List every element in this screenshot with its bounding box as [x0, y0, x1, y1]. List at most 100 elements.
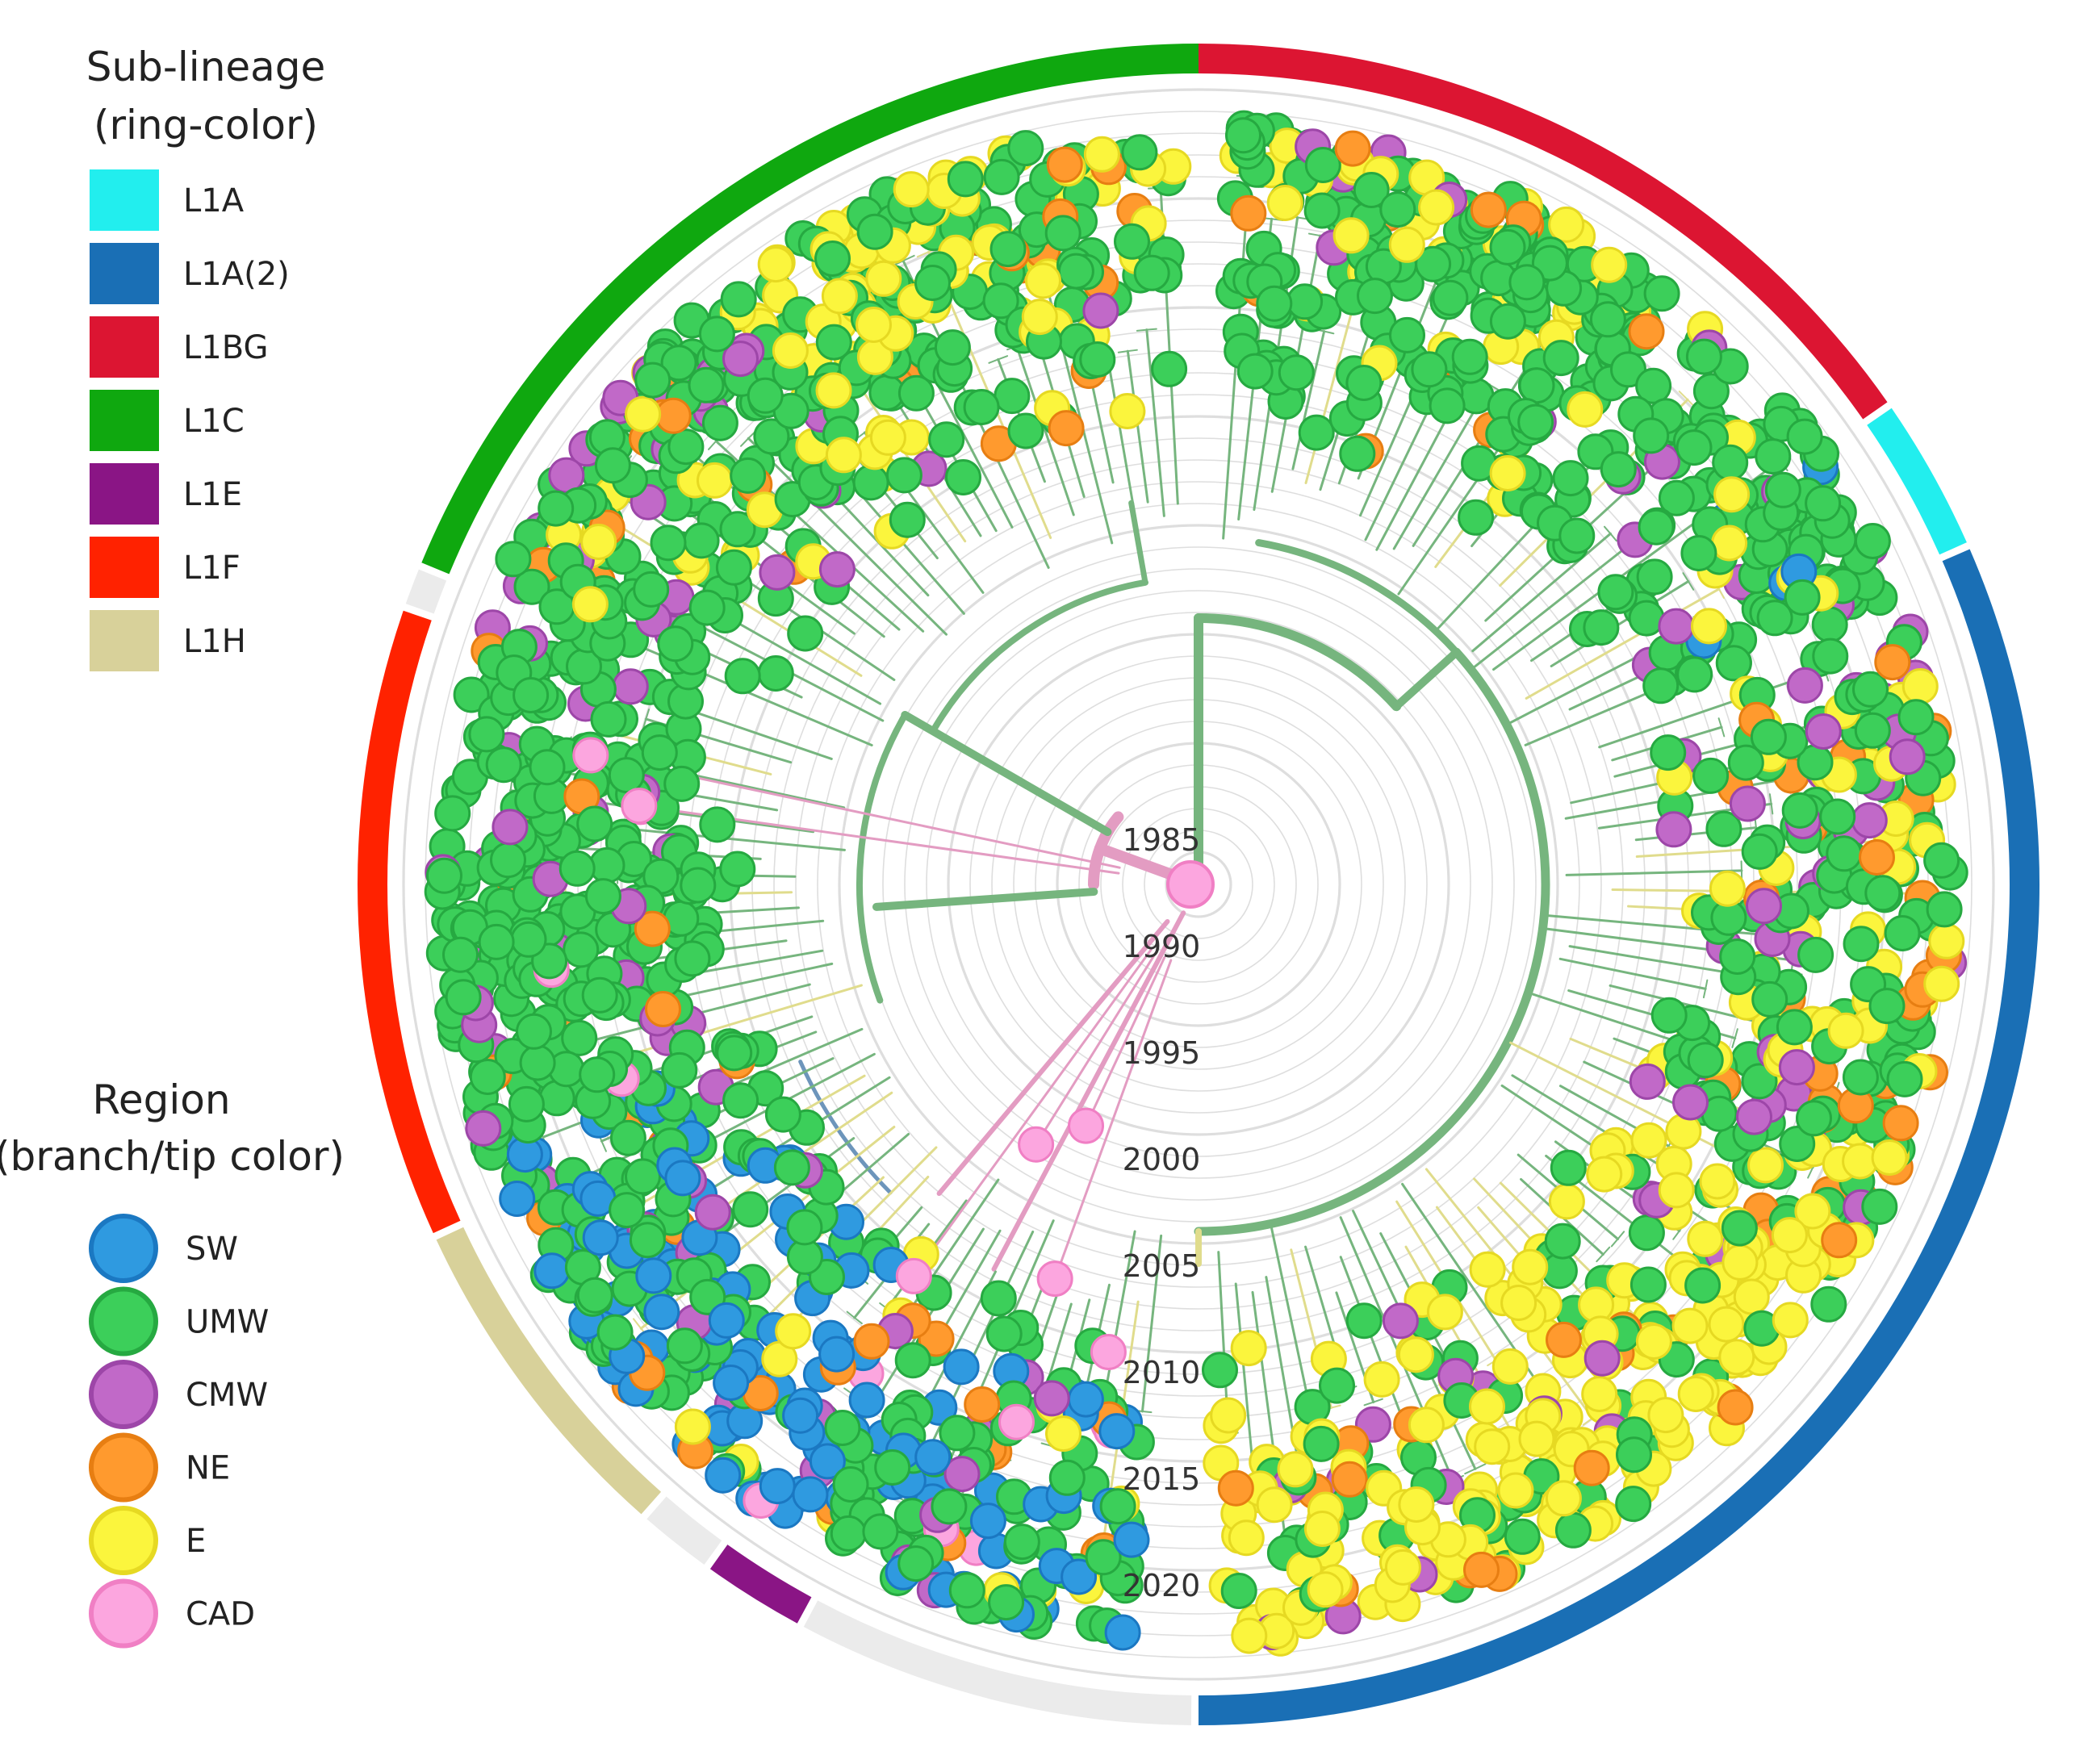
tree-tips: [424, 110, 1968, 1657]
tip-node-umw: [1225, 117, 1261, 154]
tip-node-e: [1658, 1172, 1695, 1209]
tip-node-umw: [730, 457, 767, 494]
lineage-ring-segment: [1199, 44, 1888, 420]
sublineage-swatch: [90, 169, 159, 231]
tip-node-umw: [1057, 253, 1094, 290]
tip-node-e: [1408, 1407, 1445, 1444]
backbone-arc: [1194, 613, 1402, 712]
tip-node-umw: [1415, 245, 1452, 282]
tip-node-cad: [1036, 1260, 1073, 1298]
region-swatch: [89, 1506, 158, 1575]
tip-node-umw: [885, 457, 922, 494]
tip-node-e: [775, 1313, 812, 1350]
tip-node-umw: [1007, 130, 1044, 167]
region-legend-item: SW: [89, 1214, 238, 1283]
sublineage-label: L1E: [183, 476, 242, 513]
tip-node-umw: [1628, 1214, 1665, 1252]
tip-node-e: [1489, 455, 1526, 491]
tip-node-umw: [641, 734, 678, 771]
tip-node-umw: [724, 658, 761, 695]
time-grid-ring: [402, 88, 1995, 1681]
tip-node-umw: [874, 1449, 911, 1486]
branch-arc: [1717, 717, 1726, 738]
tip-node-e: [1671, 1307, 1709, 1344]
tip-node-umw: [699, 806, 736, 843]
tip-node-sw: [914, 1439, 952, 1476]
branch-radial: [912, 948, 1153, 1277]
tip-node-umw: [747, 377, 784, 414]
sublineage-legend-item: L1A: [90, 169, 245, 231]
tip-node-umw: [1432, 279, 1469, 316]
branch-radial: [1126, 349, 1149, 504]
tip-node-umw: [945, 459, 981, 495]
tip-node-umw: [581, 976, 618, 1014]
tip-node-e: [1718, 1339, 1755, 1376]
tip-node-umw: [988, 1584, 1025, 1621]
lineage-ring-segment: [436, 1227, 662, 1515]
tip-node-sw: [792, 1476, 829, 1513]
tip-node-umw: [495, 541, 532, 578]
time-grid-ring: [773, 459, 1624, 1310]
tip-node-umw: [1616, 1436, 1652, 1473]
tip-node-e: [1586, 1156, 1623, 1193]
region-swatch: [89, 1214, 158, 1283]
tip-node-cad: [621, 788, 658, 825]
branch-radial: [747, 437, 948, 636]
tip-node-umw: [1085, 1539, 1122, 1576]
tip-node-umw: [1544, 1223, 1581, 1260]
tip-node-cad: [895, 1257, 932, 1294]
region-legend: Region (branch/tip color) SW UMW CMW NE E CAD: [0, 1076, 345, 1649]
tip-node-umw: [1810, 1285, 1847, 1323]
tip-node-umw: [1861, 1188, 1898, 1225]
tip-node-umw: [1278, 354, 1315, 391]
branch-arc: [1768, 793, 1774, 815]
tip-node-e: [1901, 668, 1939, 704]
tip-node-umw: [757, 655, 794, 692]
region-legend-item: CAD: [89, 1578, 255, 1649]
tip-node-e: [1581, 1376, 1618, 1412]
tip-node-umw: [1685, 338, 1722, 375]
tip-node-umw: [1079, 341, 1116, 378]
tip-node-umw: [529, 749, 566, 786]
tip-node-e: [674, 1408, 711, 1445]
branch-radial: [1424, 1168, 1528, 1296]
tip-node-cad: [1090, 1334, 1127, 1370]
tip-node-e: [1545, 1480, 1582, 1517]
branch-radial: [872, 888, 1098, 911]
branch-radial: [1471, 532, 1612, 653]
tip-node-e: [580, 524, 617, 560]
tip-node-umw: [688, 366, 725, 403]
tip-node-sw: [635, 1257, 672, 1294]
tip-node-e: [1388, 226, 1425, 263]
tip-node-umw: [661, 1051, 698, 1089]
tip-node-umw: [1805, 485, 1842, 522]
tip-node-sw: [848, 1382, 885, 1419]
tip-node-umw: [538, 490, 575, 527]
region-legend-item: E: [89, 1506, 206, 1575]
tip-node-ne: [1217, 1469, 1254, 1507]
tip-node-umw: [1304, 147, 1341, 183]
tip-node-cmw: [818, 551, 856, 588]
tip-node-umw: [1719, 938, 1756, 975]
tip-node-umw: [667, 428, 705, 466]
tip-node-umw: [445, 979, 482, 1016]
tip-node-umw: [934, 329, 971, 366]
tip-node-umw: [1615, 1486, 1652, 1523]
time-grid-ring: [425, 111, 1973, 1658]
tip-node-umw: [856, 213, 893, 250]
tip-node-ne: [1628, 313, 1665, 350]
tip-node-sw: [1061, 1558, 1098, 1595]
tip-node-umw: [716, 1035, 753, 1072]
tip-node-ne: [645, 991, 681, 1027]
tip-node-umw: [894, 1342, 931, 1379]
branch-radial: [639, 1126, 896, 1330]
tip-node-umw: [1796, 1100, 1832, 1137]
tip-node-umw: [1489, 303, 1526, 340]
tip-node-e: [1691, 608, 1727, 645]
tip-node-e: [1397, 1336, 1434, 1373]
root-arc: [1088, 811, 1124, 890]
branch-arc: [1702, 979, 1709, 999]
sublineage-legend-item: L1BG: [90, 316, 268, 378]
year-label: 1990: [1123, 929, 1201, 964]
